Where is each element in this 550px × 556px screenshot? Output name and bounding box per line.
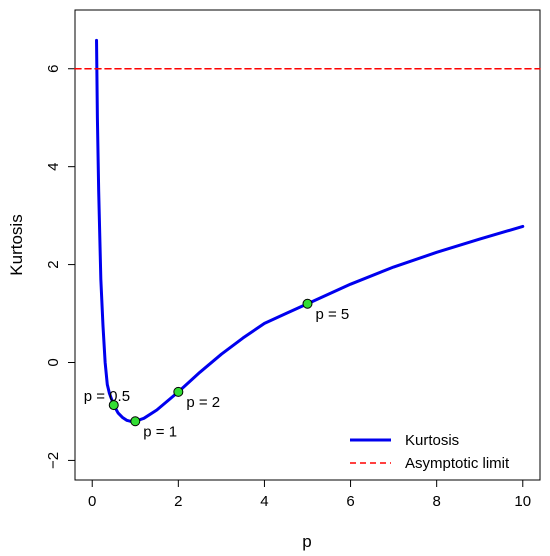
y-tick-label: −2 xyxy=(45,452,62,469)
x-tick-label: 0 xyxy=(88,493,96,510)
x-tick-label: 2 xyxy=(174,493,182,510)
y-tick-label: 0 xyxy=(45,358,62,366)
x-axis: 0 2 4 6 8 10 xyxy=(88,480,531,510)
plot-frame xyxy=(74,9,541,481)
point-marker xyxy=(108,400,119,411)
series-layer xyxy=(74,38,541,423)
x-tick-label: 8 xyxy=(432,493,440,510)
point-label: p = 5 xyxy=(316,306,350,323)
point-label: p = 0.5 xyxy=(84,388,130,405)
x-tick-label: 10 xyxy=(514,493,531,510)
x-axis-title: p xyxy=(302,532,311,551)
series-kurtosis xyxy=(95,38,525,423)
y-tick-label: 2 xyxy=(45,260,62,268)
points-layer: p = 0.5 p = 1 p = 2 p = 5 xyxy=(84,298,350,440)
x-tick-label: 4 xyxy=(260,493,268,510)
legend: Kurtosis Asymptotic limit xyxy=(350,432,510,472)
y-axis: −2 0 2 4 6 xyxy=(45,65,75,469)
point-marker xyxy=(302,298,313,309)
y-tick-label: 4 xyxy=(45,162,62,170)
point-marker xyxy=(173,386,184,397)
y-axis-title: Kurtosis xyxy=(7,214,26,275)
y-tick-label: 6 xyxy=(45,65,62,73)
point-marker xyxy=(130,416,141,427)
x-tick-label: 6 xyxy=(346,493,354,510)
legend-label-asymptotic-limit: Asymptotic limit xyxy=(405,455,510,472)
point-label: p = 1 xyxy=(143,423,177,440)
legend-label-kurtosis: Kurtosis xyxy=(405,432,459,449)
point-label: p = 2 xyxy=(186,394,220,411)
